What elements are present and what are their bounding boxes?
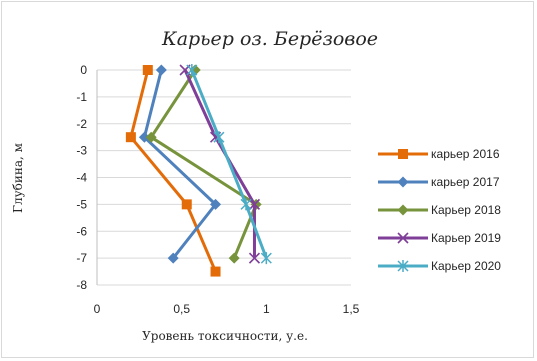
data-point — [260, 252, 272, 265]
data-point — [145, 131, 157, 143]
x-tick-label: 1 — [263, 302, 270, 316]
data-point — [248, 198, 261, 210]
data-point — [167, 252, 179, 264]
legend: карьер 2016 карьер 2017 Карьер 2018 Карьер … — [378, 147, 501, 273]
grid-lines — [97, 69, 351, 286]
series-line — [183, 69, 256, 259]
data-point — [138, 131, 150, 143]
series-line — [190, 69, 268, 259]
legend-label: Карьер 2018 — [431, 203, 501, 217]
legend-label: карьер 2016 — [431, 147, 500, 161]
y-axis-label: Глубина, м — [11, 143, 25, 213]
series-line — [142, 69, 218, 260]
legend-swatch-marker — [397, 204, 409, 216]
legend-label: Карьер 2019 — [431, 231, 501, 245]
y-tick-label: -6 — [76, 224, 87, 238]
y-tick-label: 0 — [80, 63, 87, 77]
series-5 — [186, 64, 272, 265]
y-tick-label: -5 — [76, 197, 87, 211]
data-point — [181, 199, 192, 210]
series-line — [129, 69, 217, 273]
x-tick-labels: 0 0,5 1 1,5 — [94, 302, 360, 316]
y-tick-label: -2 — [76, 117, 87, 131]
legend-label: карьер 2017 — [431, 175, 500, 189]
x-tick-label: 0,5 — [173, 302, 190, 316]
y-tick-label: -3 — [76, 144, 87, 158]
legend-swatch-marker — [397, 176, 409, 188]
legend-swatch-marker — [397, 232, 409, 244]
data-point — [248, 252, 261, 264]
y-tick-label: -8 — [76, 278, 87, 292]
legend-swatch-marker — [397, 260, 409, 272]
legend-label: Карьер 2020 — [431, 259, 501, 273]
series-3 — [145, 64, 262, 264]
chart-title: Карьер оз. Берёзовое — [161, 28, 378, 50]
y-tick-label: -4 — [76, 171, 87, 185]
legend-item: Карьер 2020 — [378, 259, 501, 273]
series-line — [149, 69, 258, 259]
data-point — [240, 198, 252, 211]
y-tick-label: -1 — [76, 90, 87, 104]
data-point — [186, 64, 198, 76]
data-point — [228, 252, 240, 264]
series-1 — [125, 65, 221, 277]
x-tick-label: 1,5 — [343, 302, 360, 316]
series-lines — [125, 64, 272, 277]
data-point — [210, 266, 221, 277]
data-point — [125, 132, 136, 143]
data-point — [210, 198, 222, 210]
legend-item: Карьер 2018 — [378, 203, 501, 217]
data-point — [155, 64, 167, 76]
data-point — [142, 65, 153, 75]
x-axis-label: Уровень токсичности, у.е. — [142, 329, 308, 343]
y-tick-labels: 0 -1 -2 -3 -4 -5 -6 -7 -8 — [76, 63, 87, 292]
legend-item: карьер 2016 — [378, 147, 500, 161]
data-point — [213, 131, 225, 144]
legend-swatch-marker — [398, 149, 408, 159]
y-tick-label: -7 — [76, 251, 87, 265]
legend-item: Карьер 2019 — [378, 231, 501, 245]
legend-item: карьер 2017 — [378, 175, 500, 189]
series-2 — [138, 64, 222, 264]
x-tick-label: 0 — [94, 302, 101, 316]
